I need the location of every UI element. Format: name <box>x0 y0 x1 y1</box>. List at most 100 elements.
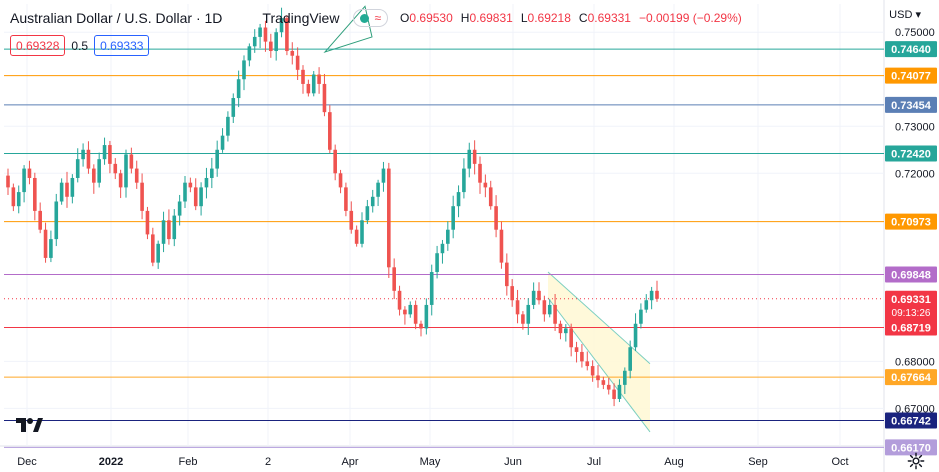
candle-body <box>456 192 461 207</box>
candle-body <box>408 304 413 315</box>
candle-body <box>27 168 32 178</box>
x-tick-label: Apr <box>341 456 358 468</box>
gear-icon[interactable] <box>907 452 925 470</box>
candle-body <box>537 290 541 301</box>
y-tick-label: 0.72000 <box>895 168 935 180</box>
candle-body <box>338 173 343 188</box>
price-label-badge[interactable] <box>885 319 937 336</box>
price-label-badge[interactable] <box>885 145 937 162</box>
candle-body <box>247 46 252 61</box>
close-value: 0.69331 <box>587 11 631 25</box>
candle-body <box>204 177 209 188</box>
candle-body <box>188 182 193 188</box>
candle-body <box>269 41 273 52</box>
candle-body <box>252 36 257 47</box>
ask-button[interactable]: 0.69333 <box>94 35 150 56</box>
price-label-badge[interactable] <box>885 412 937 429</box>
candle-body <box>75 159 80 178</box>
price-label-text: 0.72420 <box>891 149 931 161</box>
price-label-text: 0.68719 <box>891 323 931 335</box>
price-label-badge[interactable] <box>885 369 937 386</box>
candle-body <box>558 323 563 334</box>
ohlc-values: O0.69530 H0.69831 L0.69218 C0.69331 −0.0… <box>400 11 742 25</box>
candle-body <box>285 18 289 52</box>
candle-body <box>33 177 37 211</box>
y-tick-label: 0.73000 <box>895 121 935 133</box>
candle-body <box>349 210 354 230</box>
candle-body <box>220 135 225 150</box>
market-status-pill[interactable]: ≈ <box>353 9 389 27</box>
price-label-badge[interactable] <box>885 213 937 230</box>
candle-body <box>403 309 407 315</box>
open-value: 0.69530 <box>409 11 453 25</box>
candle-body <box>360 220 364 244</box>
brand-watermark: TradingView <box>262 10 340 26</box>
candle-body <box>108 145 112 164</box>
candle-body <box>11 187 16 207</box>
candle-body <box>177 201 182 216</box>
candle-body <box>70 177 75 197</box>
candle-body <box>311 74 316 94</box>
bid-button[interactable]: 0.69328 <box>10 35 66 56</box>
bid-ask-panel: 0.69328 0.5 0.69333 <box>10 35 150 56</box>
symbol-title[interactable]: Australian Dollar / U.S. Dollar · 1D <box>10 10 223 26</box>
candle-body <box>569 328 573 348</box>
candle-body <box>639 309 643 324</box>
price-label-badge[interactable] <box>885 41 937 58</box>
candle-body <box>542 300 547 315</box>
triangle-pattern[interactable] <box>323 5 373 53</box>
candle-body <box>295 55 300 70</box>
candle-body <box>370 196 375 207</box>
candle-body <box>429 272 434 305</box>
market-open-icon <box>360 13 370 23</box>
candle-body <box>317 74 321 84</box>
candle-body <box>38 210 42 230</box>
candle-body <box>43 229 48 258</box>
y-tick-label: 0.67000 <box>895 403 935 415</box>
x-tick-label: Jul <box>587 456 601 468</box>
candle-body <box>92 168 96 183</box>
candle-body <box>193 187 198 207</box>
candle-body <box>16 192 21 207</box>
candle-body <box>242 60 246 80</box>
candle-body <box>290 51 295 56</box>
tradingview-logo-icon[interactable] <box>14 414 44 436</box>
candle-body <box>161 220 166 244</box>
price-label-badge[interactable] <box>885 96 937 113</box>
candle-body <box>580 351 584 362</box>
last-price-text: 0.69331 <box>891 294 931 306</box>
x-tick-label: Dec <box>17 456 37 468</box>
candle-body <box>574 347 579 352</box>
last-price-badge[interactable] <box>885 290 937 321</box>
candle-body <box>381 168 386 183</box>
candle-body <box>553 304 557 324</box>
y-tick-label: 0.68000 <box>895 356 935 368</box>
candle-body <box>606 384 611 390</box>
candle-body <box>140 182 144 211</box>
candle-body <box>172 215 177 240</box>
candle-body <box>102 145 107 160</box>
channel-upper-line[interactable] <box>547 271 651 365</box>
candle-body <box>333 149 337 174</box>
price-label-badge[interactable] <box>885 439 937 456</box>
channel-lower-line[interactable] <box>547 297 651 433</box>
candle-body <box>263 27 268 42</box>
countdown-text: 09:13:26 <box>892 308 931 319</box>
candle-body <box>649 290 654 301</box>
price-label-badge[interactable] <box>885 266 937 283</box>
candle-body <box>419 323 423 329</box>
price-label-text: 0.66742 <box>891 416 931 428</box>
candle-body <box>167 220 171 240</box>
wave-icon: ≈ <box>374 11 382 25</box>
candle-body <box>365 206 370 221</box>
candle-body <box>451 206 455 230</box>
price-label-text: 0.67664 <box>891 372 932 384</box>
high-value: 0.69831 <box>469 11 513 25</box>
y-tick-label: 0.75000 <box>895 27 935 39</box>
currency-selector[interactable]: USD ▾ <box>889 9 921 21</box>
candle-body <box>156 243 160 263</box>
candle-body <box>306 83 311 94</box>
price-label-badge[interactable] <box>885 67 937 84</box>
